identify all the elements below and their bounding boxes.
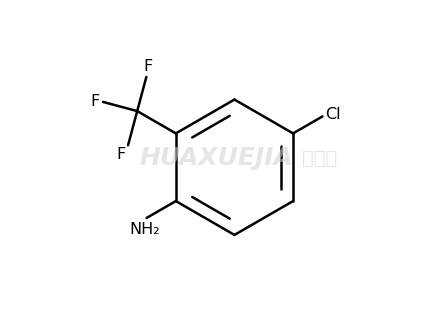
Text: Cl: Cl (325, 107, 340, 122)
Text: F: F (90, 94, 99, 109)
Text: 化学加: 化学加 (302, 149, 337, 167)
Text: NH₂: NH₂ (130, 222, 160, 237)
Text: HUAXUEJIA: HUAXUEJIA (139, 146, 293, 170)
Text: F: F (116, 147, 126, 162)
Text: F: F (143, 59, 152, 75)
